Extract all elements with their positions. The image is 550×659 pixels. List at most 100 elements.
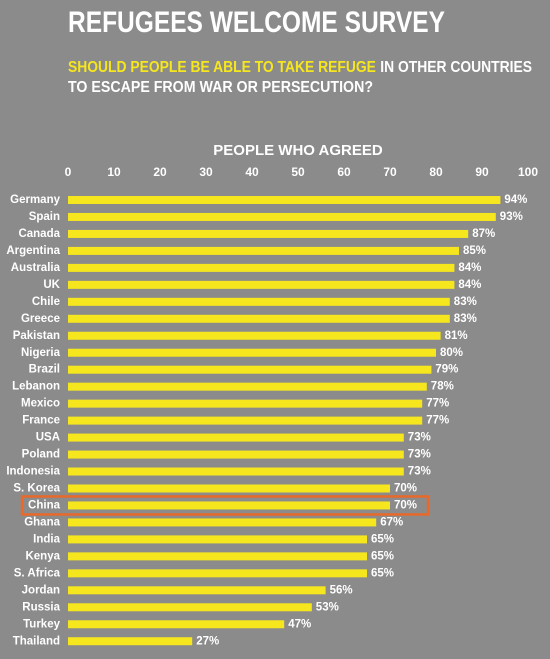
- bar: [68, 501, 390, 510]
- bar: [68, 569, 367, 578]
- bar: [68, 518, 377, 527]
- category-label: Lebanon: [12, 381, 60, 393]
- bar: [68, 433, 404, 442]
- bar: [68, 382, 427, 391]
- bar: [68, 246, 459, 255]
- bar: [68, 196, 501, 204]
- category-label: Greece: [21, 313, 60, 325]
- category-label: Thailand: [13, 635, 60, 647]
- value-label: 83%: [454, 296, 477, 308]
- category-label: Argentina: [6, 245, 60, 257]
- value-label: 80%: [440, 347, 463, 359]
- bar: [68, 620, 285, 629]
- subtitle-text: IN OTHER COUNTRIES: [380, 59, 532, 76]
- bar: [68, 399, 423, 408]
- value-label: 70%: [394, 483, 417, 495]
- value-label: 81%: [445, 330, 468, 342]
- bar: [68, 552, 367, 561]
- value-label: 53%: [316, 601, 339, 613]
- value-label: 67%: [380, 516, 403, 528]
- value-label: 27%: [196, 635, 219, 647]
- category-label: S. Africa: [14, 567, 61, 579]
- x-tick-label: 30: [199, 165, 213, 179]
- value-label: 93%: [500, 211, 523, 223]
- bar: [68, 297, 450, 306]
- value-label: 94%: [504, 194, 527, 206]
- category-label: Jordan: [22, 584, 60, 596]
- value-label: 56%: [330, 584, 353, 596]
- highlight-box: [20, 495, 430, 516]
- value-label: 65%: [371, 567, 394, 579]
- value-label: 83%: [454, 313, 477, 325]
- category-label: Ghana: [24, 516, 60, 528]
- bar: [68, 348, 436, 357]
- bar: [68, 229, 469, 238]
- bar: [68, 603, 312, 612]
- value-label: 87%: [472, 228, 495, 240]
- bar: [68, 450, 404, 459]
- category-label: Spain: [29, 211, 60, 223]
- x-tick-label: 50: [291, 165, 305, 179]
- category-label: Australia: [11, 262, 61, 274]
- category-label: Pakistan: [13, 330, 60, 342]
- x-tick-label: 40: [245, 165, 259, 179]
- category-label: Poland: [22, 449, 60, 461]
- value-label: 84%: [458, 262, 481, 274]
- x-tick-label: 10: [107, 165, 121, 179]
- category-label: USA: [36, 432, 60, 444]
- x-tick-label: 70: [383, 165, 397, 179]
- category-label: Chile: [32, 296, 60, 308]
- category-label: Kenya: [25, 550, 60, 562]
- subtitle-text: TO ESCAPE FROM WAR OR PERSECUTION?: [68, 79, 373, 96]
- bar: [68, 365, 432, 374]
- value-label: 70%: [394, 499, 417, 511]
- category-label: S. Korea: [13, 483, 60, 495]
- value-label: 77%: [426, 398, 449, 410]
- value-label: 77%: [426, 415, 449, 427]
- value-label: 73%: [408, 449, 431, 461]
- bar: [68, 467, 404, 476]
- x-tick-label: 60: [337, 165, 351, 179]
- bar: [68, 586, 326, 595]
- value-label: 84%: [458, 279, 481, 291]
- value-label: 79%: [435, 364, 458, 376]
- value-label: 47%: [288, 618, 311, 630]
- value-label: 73%: [408, 432, 431, 444]
- bar: [68, 331, 441, 340]
- axis-label: PEOPLE WHO AGREED: [213, 142, 383, 159]
- value-label: 65%: [371, 550, 394, 562]
- value-label: 73%: [408, 466, 431, 478]
- subtitle-highlight: SHOULD PEOPLE BE ABLE TO TAKE REFUGE: [68, 59, 376, 76]
- subtitle: SHOULD PEOPLE BE ABLE TO TAKE REFUGEIN O…: [68, 59, 532, 76]
- x-tick-label: 100: [518, 165, 538, 179]
- category-label: UK: [43, 279, 60, 291]
- category-label: Nigeria: [21, 347, 61, 359]
- bar: [68, 484, 390, 493]
- category-label: India: [33, 533, 60, 545]
- x-tick-label: 90: [475, 165, 489, 179]
- x-tick-label: 20: [153, 165, 167, 179]
- category-label: Indonesia: [6, 466, 60, 478]
- category-label: Brazil: [29, 364, 60, 376]
- bar: [68, 637, 193, 646]
- chart-title: REFUGEES WELCOME SURVEY: [68, 6, 445, 39]
- bar: [68, 416, 423, 425]
- category-label: China: [28, 499, 61, 511]
- value-label: 78%: [431, 381, 454, 393]
- value-label: 65%: [371, 533, 394, 545]
- bar: [68, 263, 455, 272]
- category-label: France: [22, 415, 60, 427]
- x-tick-label: 0: [65, 165, 72, 179]
- category-label: Canada: [18, 228, 60, 240]
- category-label: Russia: [22, 601, 60, 613]
- bar: [68, 535, 367, 544]
- category-label: Mexico: [21, 398, 60, 410]
- bar: [68, 280, 455, 289]
- bar: [68, 314, 450, 323]
- bar: [68, 212, 496, 221]
- category-label: Germany: [10, 194, 60, 206]
- value-label: 85%: [463, 245, 486, 257]
- x-tick-label: 80: [429, 165, 443, 179]
